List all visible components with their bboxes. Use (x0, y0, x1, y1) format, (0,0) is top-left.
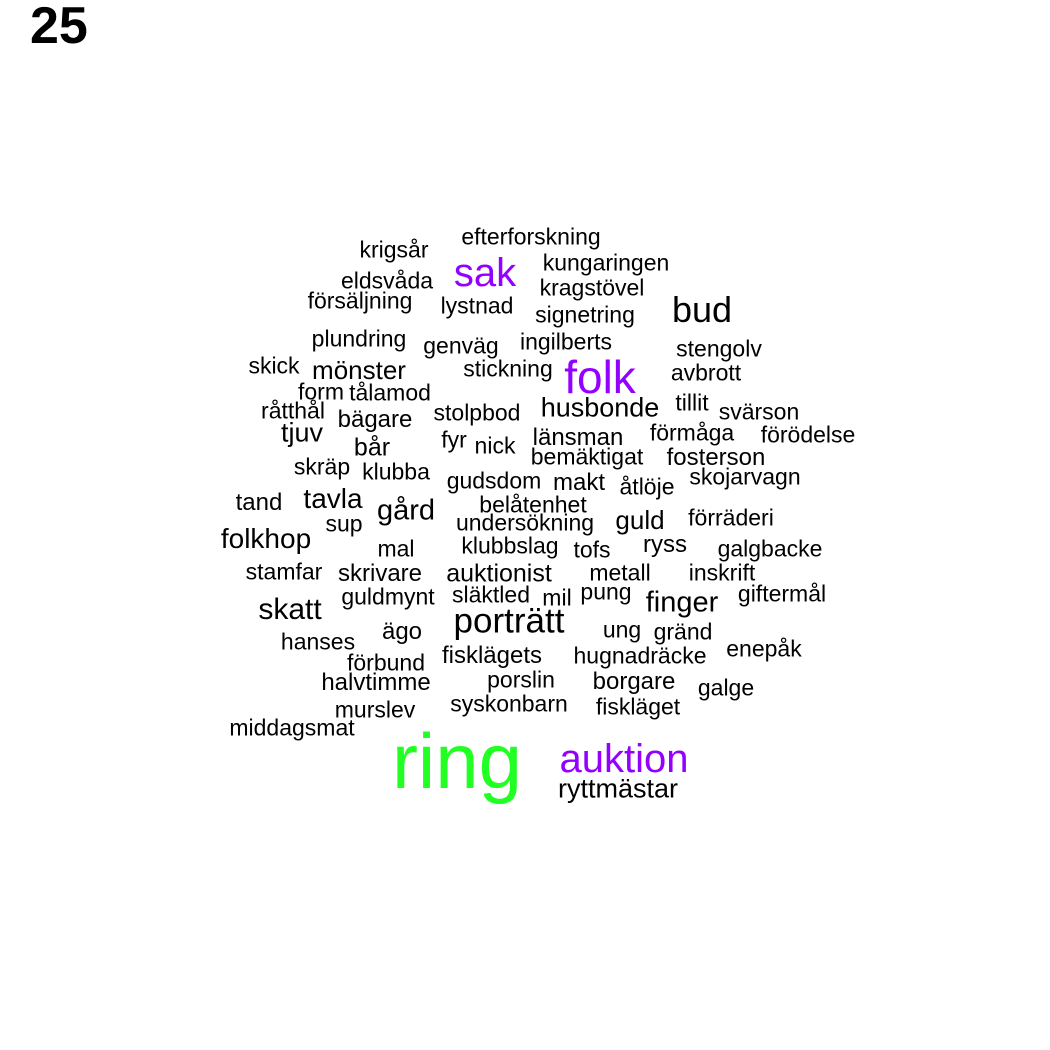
word-ring: ring (391, 717, 523, 805)
word-krigsår: krigsår (359, 236, 429, 263)
word-skatt: skatt (258, 593, 322, 626)
word-gudsdom: gudsdom (446, 467, 542, 494)
word-skrivare: skrivare (337, 560, 423, 587)
word-hanses: hanses (280, 628, 356, 655)
word-auktion: auktion (559, 737, 689, 781)
word-ingilberts: ingilberts (519, 328, 613, 355)
word-ryttmästar: ryttmästar (557, 773, 679, 804)
word-murslev: murslev (334, 696, 416, 723)
word-tjuv: tjuv (280, 417, 324, 448)
word-försäljning: försäljning (307, 287, 413, 314)
word-bår: bår (353, 433, 391, 462)
word-enepåk: enepåk (726, 635, 802, 662)
word-klubba: klubba (362, 458, 430, 485)
word-makt: makt (552, 469, 606, 496)
word-guld: guld (615, 505, 665, 535)
word-syskonbarn: syskonbarn (450, 690, 568, 717)
word-mönster: mönster (312, 355, 406, 385)
word-bägare: bägare (337, 406, 413, 433)
word-kungaringen: kungaringen (542, 249, 670, 276)
word-stengolv: stengolv (676, 335, 762, 362)
word-form: form (298, 378, 344, 405)
word-belåtenhet: belåtenhet (479, 491, 587, 518)
word-tavla: tavla (303, 483, 363, 514)
word-fosterson: fosterson (666, 444, 766, 471)
word-plundring: plundring (311, 325, 407, 352)
word-lystnad: lystnad (440, 292, 514, 319)
word-nick: nick (474, 432, 516, 459)
word-sup: sup (325, 510, 363, 537)
word-hugnadräcke: hugnadräcke (573, 642, 707, 669)
word-ryss: ryss (643, 531, 687, 558)
word-finger: finger (645, 586, 719, 619)
word-middagsmat: middagsmat (229, 714, 355, 741)
word-gränd: gränd (653, 618, 713, 645)
word-tillit: tillit (675, 389, 709, 416)
word-bud: bud (671, 289, 733, 330)
word-undersökning: undersökning (455, 509, 595, 536)
word-sak: sak (453, 251, 517, 295)
word-länsman: länsman (532, 424, 624, 451)
word-galgbacke: galgbacke (717, 535, 823, 562)
word-tand: tand (235, 489, 283, 516)
word-klubbslag: klubbslag (461, 532, 559, 559)
word-mal: mal (377, 535, 415, 562)
word-genväg: genväg (423, 332, 499, 359)
word-borgare: borgare (592, 668, 676, 695)
word-pung: pung (580, 578, 632, 605)
word-skojarvagn: skojarvagn (689, 463, 801, 490)
word-folk: folk (564, 351, 636, 403)
word-galge: galge (697, 674, 755, 701)
word-giftermål: giftermål (737, 580, 827, 607)
word-stickning: stickning (463, 355, 553, 382)
word-bemäktigat: bemäktigat (530, 443, 644, 470)
word-folkhop: folkhop (220, 523, 312, 554)
word-råtthål: råtthål (261, 397, 325, 424)
word-ägo: ägo (381, 618, 423, 645)
word-auktionist: auktionist (446, 559, 552, 588)
word-tofs: tofs (573, 536, 611, 563)
word-skräp: skräp (293, 453, 351, 480)
word-halvtimme: halvtimme (321, 669, 431, 696)
word-efterforskning: efterforskning (461, 223, 601, 250)
word-stolpbod: stolpbod (433, 399, 521, 426)
word-åtlöje: åtlöje (619, 473, 675, 500)
word-mil: mil (542, 584, 572, 611)
word-ung: ung (602, 616, 642, 643)
word-svärson: svärson (718, 398, 800, 425)
word-förödelse: förödelse (760, 421, 856, 448)
word-skick: skick (248, 352, 300, 379)
word-husbonde: husbonde (540, 392, 660, 423)
word-fisklägets: fisklägets (441, 642, 543, 669)
word-tålamod: tålamod (349, 379, 431, 406)
word-släktled: släktled (452, 581, 530, 608)
word-förbund: förbund (346, 649, 426, 676)
word-gård: gård (376, 494, 436, 527)
word-signetring: signetring (535, 301, 635, 328)
word-eldsvåda: eldsvåda (340, 267, 434, 294)
word-förräderi: förräderi (688, 504, 774, 531)
word-avbrott: avbrott (670, 359, 742, 386)
page-number: 25 (30, 0, 88, 55)
word-guldmynt: guldmynt (341, 583, 435, 610)
word-förmåga: förmåga (649, 419, 735, 446)
word-porträtt: porträtt (453, 601, 565, 641)
word-metall: metall (589, 559, 651, 586)
word-kragstövel: kragstövel (539, 274, 645, 301)
word-inskrift: inskrift (688, 559, 756, 586)
word-stamfar: stamfar (245, 558, 323, 585)
word-fiskläget: fiskläget (595, 693, 681, 720)
word-porslin: porslin (487, 666, 555, 693)
word-fyr: fyr (441, 426, 467, 453)
